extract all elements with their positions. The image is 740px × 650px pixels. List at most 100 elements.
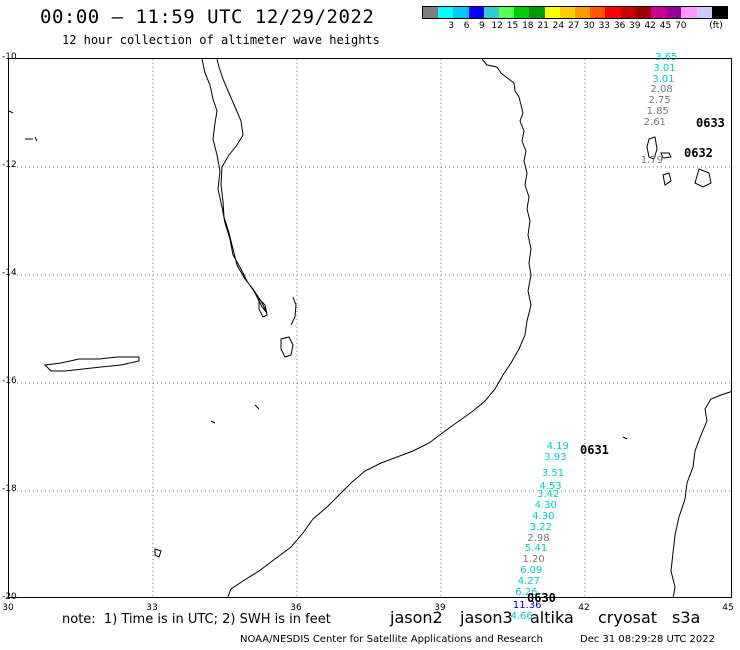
grid-lines xyxy=(9,59,731,597)
lake-bangweulu-mark xyxy=(25,136,38,142)
legend-label: 36 xyxy=(613,21,626,31)
legend-swatch xyxy=(681,7,697,18)
wave-height-value: 1.20 xyxy=(522,554,545,566)
wave-height-value: 3.51 xyxy=(541,467,565,479)
wave-height-value: 3.65 xyxy=(655,52,678,63)
lon-label: 42 xyxy=(578,603,590,613)
wave-height-value: 4.19 xyxy=(546,440,569,452)
inland-mark-2 xyxy=(254,404,260,410)
map-area xyxy=(8,58,732,598)
credit-timestamp: Dec 31 08:29:28 UTC 2022 xyxy=(580,634,715,645)
wave-height-value: 2.08 xyxy=(650,84,673,96)
legend-label: 45 xyxy=(659,21,672,31)
wave-height-value: 4.66 xyxy=(510,610,533,622)
legend-label: 9 xyxy=(479,21,485,31)
wave-height-value: 4.53 xyxy=(539,481,562,493)
river-shire xyxy=(290,296,297,326)
legend-label: 18 xyxy=(522,21,534,31)
legend-labels: 3 6 9 12 15 18 21 24 27 30 33 36 39 42 45 70 (ft) xyxy=(422,19,728,31)
lat-label: -12 xyxy=(2,160,17,170)
lake-cahora-bassa xyxy=(43,356,140,372)
wave-height-value: 3.93 xyxy=(544,451,567,463)
legend-label: 3 xyxy=(448,21,455,31)
legend-swatch xyxy=(453,7,469,18)
wave-height-value: 4.30 xyxy=(532,511,555,522)
lake-malombe xyxy=(258,297,268,318)
legend-swatch xyxy=(590,7,606,18)
legend-label: 12 xyxy=(491,21,503,31)
wave-height-value: 1.79 xyxy=(640,154,664,166)
satellite-s3a: s3a xyxy=(672,608,701,627)
legend-swatch xyxy=(499,7,515,18)
legend-swatch xyxy=(575,7,591,18)
wave-height-value: 2.61 xyxy=(643,116,666,128)
wave-height-value: 6.09 xyxy=(520,565,543,576)
legend-label: 70 xyxy=(675,21,687,31)
legend-label: 42 xyxy=(644,21,656,31)
pass-label: 0632 xyxy=(684,146,713,160)
legend-label: 21 xyxy=(537,21,549,31)
legend-label: 27 xyxy=(567,21,580,31)
legend-swatch xyxy=(605,7,621,18)
lat-label: -14 xyxy=(2,268,17,278)
legend-label: 15 xyxy=(506,21,519,31)
wave-height-value: 11.36 xyxy=(512,600,542,612)
wave-height-value: 2.98 xyxy=(527,532,550,544)
wave-height-value: 5.41 xyxy=(524,543,548,555)
lat-label: -16 xyxy=(2,376,17,386)
legend-swatch xyxy=(651,7,667,18)
wave-height-value: 3.22 xyxy=(529,521,553,533)
legend-swatch xyxy=(423,7,439,18)
lat-label: -10 xyxy=(2,52,17,62)
legend-label: 30 xyxy=(583,21,595,31)
wave-height-value: 1.85 xyxy=(646,106,669,117)
legend-swatch xyxy=(529,7,545,18)
legend-swatch xyxy=(620,7,636,18)
satellite-cryosat: cryosat xyxy=(598,608,658,627)
wave-height-value: 2.75 xyxy=(648,95,671,107)
wave-height-value: 3.01 xyxy=(652,73,675,85)
lon-label: 39 xyxy=(434,603,446,613)
satellite-altika: altika xyxy=(530,608,574,627)
footer-note: note: 1) Time is in UTC; 2) SWH is in fe… xyxy=(62,612,331,627)
wave-height-value: 3.01 xyxy=(653,62,676,74)
chart-title: 00:00 – 11:59 UTC 12/29/2022 xyxy=(40,6,375,28)
legend-label: 24 xyxy=(552,21,565,31)
legend-swatch xyxy=(514,7,530,18)
moheli-island xyxy=(660,152,672,159)
grande-comore xyxy=(646,136,658,160)
satellite-jason3: jason3 xyxy=(460,608,513,627)
chart-subtitle: 12 hour collection of altimeter wave hei… xyxy=(62,33,380,47)
mozambique-coastline xyxy=(227,59,532,597)
lat-label: -18 xyxy=(2,484,17,494)
legend-swatch xyxy=(483,7,500,18)
wave-height-value: 4.30 xyxy=(534,500,557,512)
satellite-jason2: jason2 xyxy=(390,608,443,627)
credit-line: NOAA/NESDIS Center for Satellite Applica… xyxy=(240,634,543,645)
legend-swatch xyxy=(635,7,652,18)
anjouan-island xyxy=(662,172,672,186)
legend-swatch xyxy=(559,7,576,18)
legend-swatch xyxy=(711,7,728,18)
legend-swatch xyxy=(438,7,454,18)
lon-label: 45 xyxy=(722,603,734,613)
inland-mark-4 xyxy=(622,436,628,440)
inland-mark-5 xyxy=(9,110,14,114)
legend-label: 6 xyxy=(463,21,470,31)
wave-height-value: 6.26 xyxy=(515,586,538,598)
legend-label: 39 xyxy=(629,21,641,31)
mayotte-island xyxy=(694,168,712,188)
lake-malawi-outline xyxy=(201,59,268,314)
legend-label: 33 xyxy=(598,21,611,31)
legend-swatch xyxy=(696,7,712,18)
lon-label: 36 xyxy=(290,603,302,613)
legend-unit: (ft) xyxy=(709,21,723,31)
madagascar-coastline xyxy=(670,391,731,597)
lat-label: -20 xyxy=(2,592,17,602)
legend-swatch xyxy=(468,7,484,18)
pass-label: 0633 xyxy=(696,116,725,130)
lon-label: 30 xyxy=(2,603,14,613)
lon-label: 33 xyxy=(146,603,158,613)
lake-chilwa xyxy=(280,336,294,358)
color-scale-legend: 3 6 9 12 15 18 21 24 27 30 33 36 39 42 45 70 (ft) xyxy=(422,6,728,40)
